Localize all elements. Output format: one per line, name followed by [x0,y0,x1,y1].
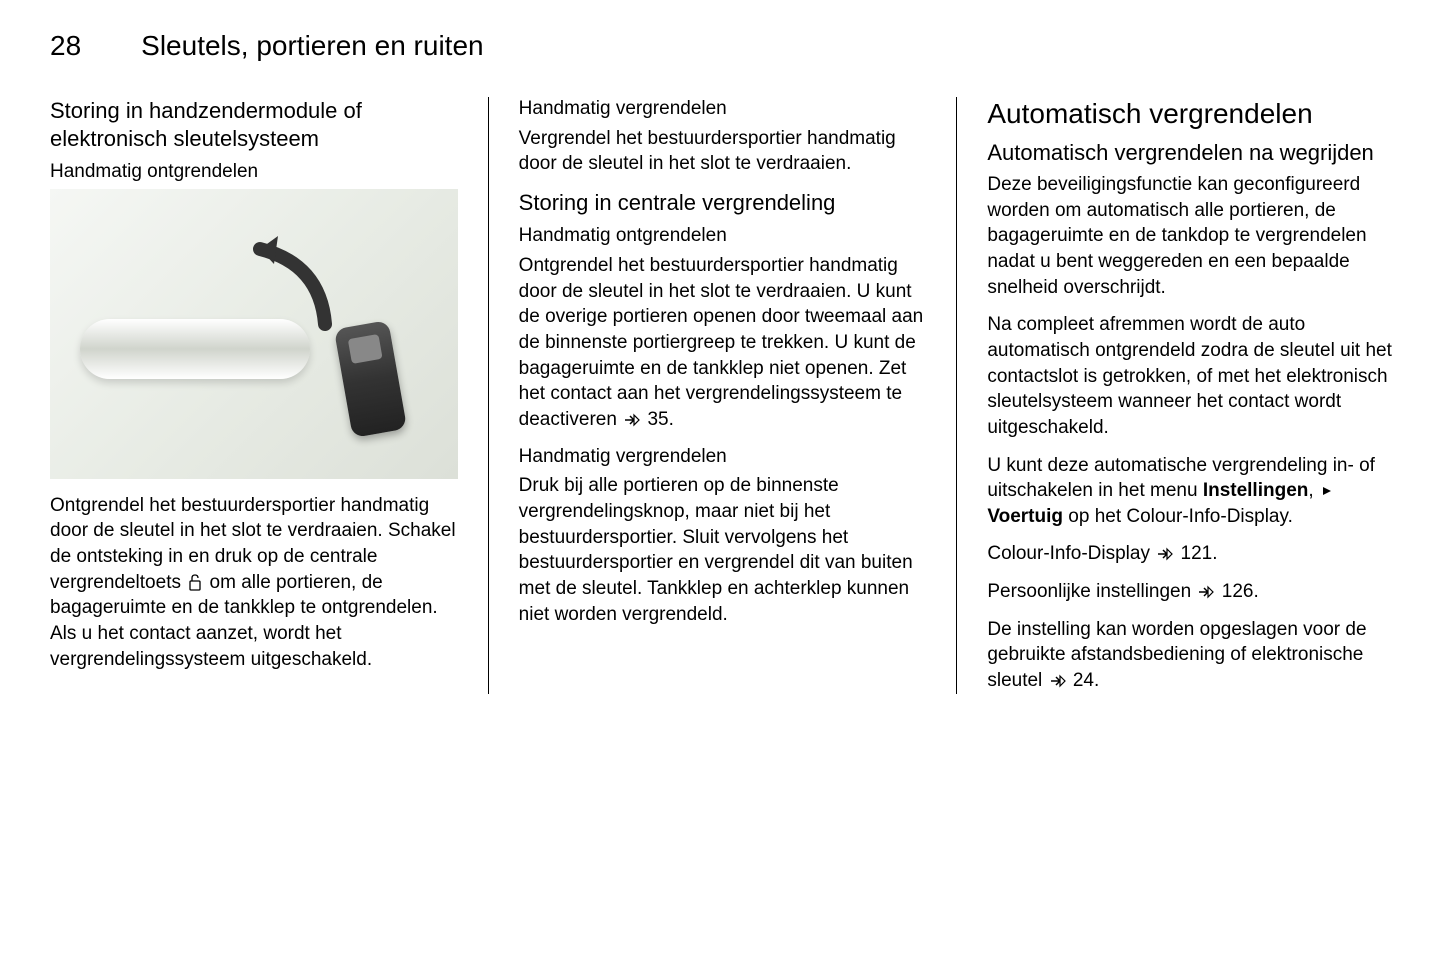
paragraph-auto-lock-3: U kunt deze automatische vergrendeling i… [987,453,1395,530]
reference-number: 126 [1222,581,1254,602]
column-3: Automatisch vergrendelen Automatisch ver… [957,97,1395,694]
heading-central-lock-fault: Storing in centrale vergrendeling [519,189,927,217]
heading-manual-lock: Handmatig vergrendelen [519,97,927,122]
door-handle-illustration [50,189,458,479]
menu-settings-label: Instellingen [1203,480,1309,501]
text-segment: . [1212,543,1217,564]
paragraph-auto-lock-1: Deze beveiligingsfunctie kan geconfigure… [987,172,1395,300]
text-segment: , [1308,480,1319,501]
reference-arrow-icon [1050,674,1066,688]
text-segment: . [669,409,674,430]
column-1: Storing in handzendermodule of elektroni… [50,97,489,694]
content-columns: Storing in handzendermodule of elektroni… [50,97,1395,694]
paragraph-unlock-driver-door: Ontgrendel het bestuurdersportier handma… [50,493,458,672]
heading-manual-lock-2: Handmatig vergrendelen [519,445,927,470]
heading-fault-remote: Storing in handzendermodule of elektroni… [50,97,458,152]
paragraph-auto-lock-2: Na compleet afremmen wordt de auto autom… [987,312,1395,440]
paragraph-unlock-central: Ontgrendel het bestuurdersportier handma… [519,253,927,432]
text-segment: Persoonlijke instellingen [987,581,1196,602]
paragraph-lock-central: Druk bij alle portieren op de binnenste … [519,473,927,627]
reference-arrow-icon [1198,585,1214,599]
heading-manual-unlock-2: Handmatig ontgrendelen [519,224,927,249]
text-segment: Colour-Info-Display [987,543,1155,564]
heading-auto-lock-after-drive: Automatisch vergrendelen na wegrijden [987,139,1395,167]
reference-arrow-icon [624,413,640,427]
reference-number: 121 [1181,543,1213,564]
reference-arrow-icon [1157,547,1173,561]
column-2: Handmatig vergrendelen Vergrendel het be… [489,97,958,694]
rotation-arrow-icon [230,234,340,334]
lock-button-icon [188,574,202,592]
text-segment: . [1253,581,1258,602]
reference-number: 35 [647,409,668,430]
text-segment: Ontgrendel het bestuurdersportier handma… [519,255,924,430]
paragraph-save-setting: De instelling kan worden opgeslagen voor… [987,617,1395,694]
text-segment: . [1094,670,1099,691]
paragraph-personal-settings: Persoonlijke instellingen 126. [987,579,1395,605]
page-header: 28 Sleutels, portieren en ruiten [50,30,1395,62]
menu-arrow-icon [1321,485,1333,497]
reference-number: 24 [1073,670,1094,691]
page-number: 28 [50,30,81,62]
paragraph-manual-lock: Vergrendel het bestuurdersportier handma… [519,126,927,177]
key-fob-graphic [334,320,407,438]
chapter-title: Sleutels, portieren en ruiten [141,30,483,62]
heading-auto-lock: Automatisch vergrendelen [987,97,1395,131]
heading-manual-unlock: Handmatig ontgrendelen [50,160,458,185]
text-segment: op het Colour-Info-Display. [1063,506,1293,527]
paragraph-colour-display: Colour-Info-Display 121. [987,541,1395,567]
menu-vehicle-label: Voertuig [987,506,1063,527]
text-segment: De instelling kan worden opgeslagen voor… [987,619,1366,691]
